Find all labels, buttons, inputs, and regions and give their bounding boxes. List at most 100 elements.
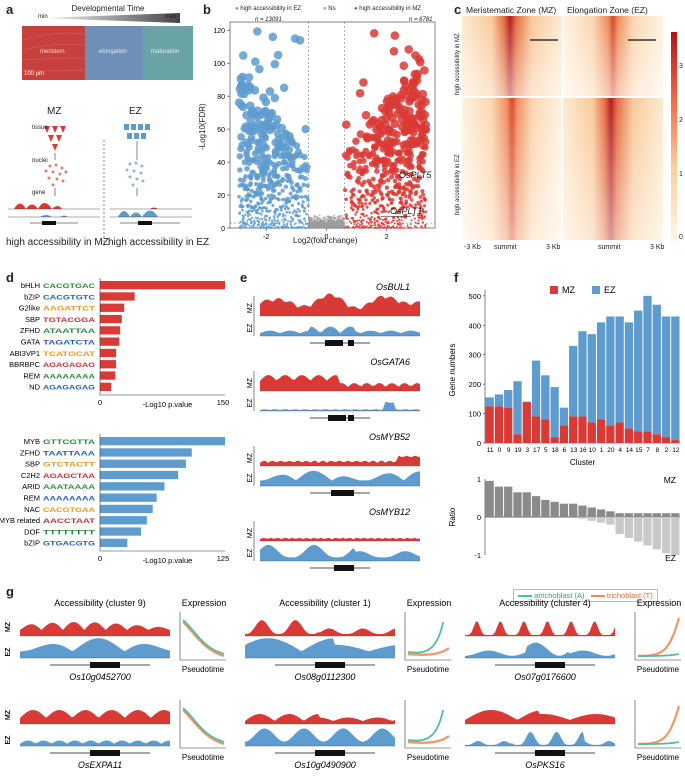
c-xtick-left: -3 Kb bbox=[464, 244, 481, 251]
ns-point bbox=[310, 217, 313, 219]
mz-point bbox=[368, 182, 374, 188]
mz-point bbox=[372, 224, 375, 227]
mz-point bbox=[400, 186, 406, 191]
e-mz-label: MZ bbox=[247, 452, 254, 463]
d-xlabel: -Log10 p.value bbox=[143, 400, 193, 409]
ez-point bbox=[259, 196, 264, 200]
mz-point bbox=[414, 190, 419, 195]
mz-point bbox=[355, 210, 359, 214]
dev-time-title: Developmental Time bbox=[71, 4, 145, 13]
mz-point bbox=[345, 214, 349, 218]
ns-point bbox=[341, 222, 343, 225]
ez-point bbox=[275, 160, 282, 167]
mz-point bbox=[390, 198, 395, 202]
ns-point bbox=[324, 216, 327, 219]
mz-point bbox=[378, 217, 381, 220]
ez-point bbox=[298, 209, 301, 213]
mz-point bbox=[405, 205, 409, 209]
ez-point bbox=[277, 152, 285, 160]
expr-atrichoblast bbox=[407, 621, 444, 654]
g-ez-label: EZ bbox=[5, 647, 12, 657]
mz-point bbox=[364, 198, 368, 202]
mz-point bbox=[349, 195, 354, 200]
mz-point bbox=[418, 210, 422, 213]
ez-point bbox=[261, 97, 271, 107]
ns-point bbox=[335, 223, 337, 225]
ez-point bbox=[244, 85, 254, 95]
ez-point bbox=[246, 203, 250, 207]
mz-point bbox=[350, 216, 353, 220]
ez-point bbox=[251, 205, 255, 209]
g-exon bbox=[535, 662, 565, 668]
ez-point bbox=[251, 209, 254, 213]
ez-bar bbox=[671, 316, 680, 441]
g-pseudotime: Pseudotime bbox=[182, 753, 225, 762]
ez-point bbox=[282, 225, 284, 228]
mz-point bbox=[393, 109, 403, 118]
ns-point bbox=[309, 220, 312, 223]
ns-point bbox=[330, 220, 332, 223]
panel-g-label: g bbox=[6, 584, 14, 599]
ns-point bbox=[322, 222, 325, 225]
mz-point bbox=[406, 164, 413, 171]
mz-point bbox=[365, 205, 369, 209]
ez-point bbox=[297, 219, 300, 222]
ez-point bbox=[290, 203, 295, 207]
e-mz-label: MZ bbox=[247, 302, 254, 313]
ez-point bbox=[290, 220, 293, 223]
mz-point bbox=[385, 226, 388, 229]
ez-bar bbox=[652, 304, 661, 435]
ez-bar bbox=[559, 407, 569, 426]
ns-point bbox=[329, 225, 332, 228]
mz-point bbox=[357, 201, 361, 205]
ez-point bbox=[260, 222, 263, 225]
mz-point bbox=[378, 177, 384, 183]
ez-point bbox=[266, 193, 271, 198]
mz-point bbox=[352, 137, 360, 145]
ez-point bbox=[253, 219, 256, 222]
mz-point bbox=[408, 203, 412, 207]
ns-point bbox=[328, 226, 331, 228]
a-caption-ez: high accessibility in EZ bbox=[108, 237, 210, 248]
mz-motif-bar bbox=[100, 314, 122, 324]
ez-point bbox=[279, 205, 283, 209]
mz-point bbox=[385, 192, 390, 197]
mz-point bbox=[354, 178, 360, 184]
volcano-xtick: 2 bbox=[385, 234, 389, 241]
mz-point bbox=[374, 224, 376, 227]
ez-point bbox=[286, 227, 289, 229]
ez-point bbox=[297, 201, 301, 206]
mz-point bbox=[382, 219, 385, 222]
ez-point bbox=[295, 182, 300, 187]
motif-family: DOF bbox=[24, 527, 40, 536]
mz-point bbox=[404, 45, 414, 54]
ez-point bbox=[256, 208, 260, 212]
ez-point bbox=[237, 194, 241, 199]
g-exon bbox=[315, 750, 345, 756]
mz-point bbox=[361, 227, 364, 229]
motif-family: MYB bbox=[24, 437, 40, 446]
ez-point bbox=[294, 227, 297, 229]
mz-point bbox=[397, 115, 407, 124]
motif-family: NAC bbox=[24, 505, 40, 514]
ez-point bbox=[250, 221, 253, 224]
ratio-bar-mz bbox=[624, 513, 634, 517]
ez-point bbox=[253, 208, 257, 212]
mz-point bbox=[403, 181, 409, 187]
ez-point bbox=[280, 197, 285, 202]
g-mz-label: MZ bbox=[5, 709, 12, 720]
ns-point bbox=[342, 217, 344, 220]
ez-point bbox=[240, 197, 245, 201]
ns-point bbox=[343, 222, 346, 225]
mz-point bbox=[349, 146, 357, 154]
f-cluster-tick: 19 bbox=[514, 447, 522, 454]
ez-point bbox=[289, 185, 295, 190]
g-accessibility-title: Accessibility (cluster 1) bbox=[279, 598, 371, 608]
ratio-tick: -1 bbox=[474, 551, 481, 560]
ez-point bbox=[283, 223, 286, 226]
ez-point bbox=[260, 107, 269, 116]
mz-point bbox=[398, 158, 405, 165]
mz-point bbox=[417, 219, 420, 222]
ez-point bbox=[285, 210, 289, 214]
c-row-mz: high accessibility in MZ bbox=[455, 33, 461, 95]
